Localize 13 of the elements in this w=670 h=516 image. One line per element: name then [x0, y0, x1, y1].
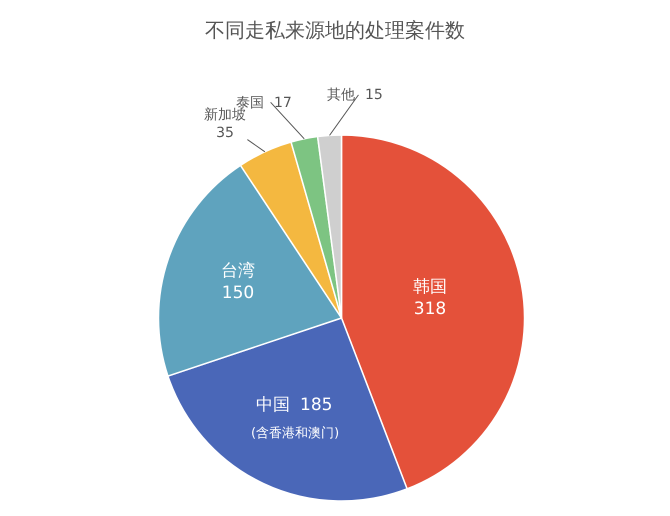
slice-label: 新加坡 — [204, 107, 246, 123]
text: (含香港和澳门) — [251, 425, 340, 441]
slice-label: 台湾 — [221, 261, 255, 281]
slice-label: 韩国 — [413, 277, 447, 297]
data-label: 185 — [300, 395, 332, 415]
data-label: 150 — [222, 283, 254, 304]
slice-label: 中国 — [256, 395, 290, 415]
data-label: 35 — [216, 125, 234, 142]
data-label: 17 — [274, 95, 292, 111]
data-label: 318 — [414, 299, 446, 320]
slice-label: 其他 — [327, 87, 355, 103]
chart-title: 不同走私来源地的处理案件数 — [205, 18, 465, 42]
data-label: 15 — [365, 87, 383, 103]
